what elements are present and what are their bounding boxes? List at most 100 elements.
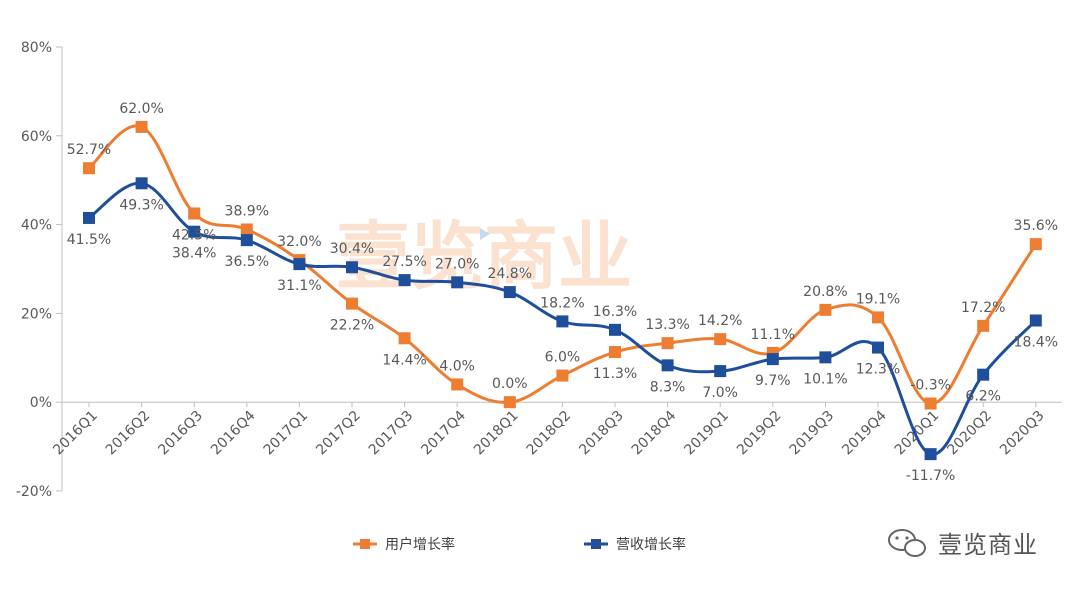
x-tick-label: 2017Q1 <box>261 408 312 459</box>
series-marker-0 <box>83 162 95 175</box>
series-marker-1 <box>924 448 937 461</box>
data-label-series-0: 6.0% <box>545 350 581 366</box>
data-label-series-0: 14.4% <box>382 352 426 368</box>
data-label-series-1: 38.4% <box>172 246 216 262</box>
data-label-series-1: 16.3% <box>593 304 637 320</box>
series-marker-0 <box>503 396 516 409</box>
data-label-series-1: 27.5% <box>382 254 426 270</box>
series-marker-1 <box>83 211 95 224</box>
series-marker-0 <box>188 207 201 220</box>
x-tick-label: 2016Q1 <box>50 408 101 459</box>
series-marker-0 <box>556 369 569 382</box>
series-marker-0 <box>819 303 832 316</box>
series-marker-1 <box>293 258 306 271</box>
series-marker-1 <box>872 341 884 354</box>
y-tick-label: 20% <box>21 306 52 322</box>
series-marker-0 <box>977 319 990 332</box>
data-label-series-0: 13.3% <box>645 317 689 333</box>
x-tick-label: 2020Q3 <box>997 408 1048 459</box>
series-marker-1 <box>609 323 621 336</box>
data-label-series-1: 18.2% <box>540 295 584 311</box>
data-label-series-1: 18.4% <box>1014 335 1058 351</box>
data-label-series-1: 6.2% <box>965 389 1001 405</box>
x-tick-label: 2017Q3 <box>366 408 417 459</box>
x-tick-label: 2016Q2 <box>103 408 154 459</box>
data-label-series-1: 27.0% <box>435 256 479 272</box>
data-label-series-1: 8.3% <box>650 379 686 395</box>
data-label-series-0: 14.2% <box>698 313 742 329</box>
data-label-series-1: 24.8% <box>488 266 532 282</box>
series-marker-1 <box>503 286 516 299</box>
x-tick-label: 2017Q2 <box>313 408 364 459</box>
data-label-series-0: 11.3% <box>593 366 637 382</box>
wechat-eye <box>905 536 909 540</box>
data-label-series-1: 31.1% <box>277 278 321 294</box>
data-label-series-0: 52.7% <box>67 142 111 158</box>
watermark-play-icon <box>480 228 490 240</box>
series-marker-0 <box>714 333 727 346</box>
data-label-series-0: 62.0% <box>119 101 163 117</box>
data-label-series-0: 19.1% <box>856 291 900 307</box>
series-marker-1 <box>661 359 674 372</box>
x-tick-label: 2019Q1 <box>681 408 732 459</box>
data-label-series-0: 42.5% <box>172 228 216 244</box>
x-tick-label: 2019Q3 <box>787 408 838 459</box>
x-tick-label: 2019Q2 <box>734 408 785 459</box>
data-label-series-1: 12.3% <box>856 362 900 378</box>
x-tick-label: 2018Q3 <box>576 408 627 459</box>
data-label-series-0: 22.2% <box>330 318 374 334</box>
legend-label-1: 营收增长率 <box>616 536 686 553</box>
wechat-icon <box>888 529 926 557</box>
wechat-eye <box>895 536 899 540</box>
series-marker-0 <box>609 346 621 359</box>
series-marker-1 <box>766 353 779 366</box>
y-tick-label: 40% <box>21 218 52 234</box>
legend-marker-0 <box>360 539 370 549</box>
x-tick-label: 2018Q4 <box>629 408 680 459</box>
y-tick-label: -20% <box>16 484 52 500</box>
series-marker-1 <box>135 177 148 190</box>
watermark-text: 壹览商业 <box>336 214 632 300</box>
series-marker-1 <box>977 368 990 381</box>
x-tick-label: 2019Q4 <box>839 408 890 459</box>
data-label-series-0: 0.0% <box>492 376 528 392</box>
series-marker-1 <box>188 225 201 238</box>
data-label-series-1: 30.4% <box>330 241 374 257</box>
brand-mark: 壹览商业 <box>888 529 1038 559</box>
legend-marker-1 <box>591 539 601 549</box>
data-label-series-0: 35.6% <box>1014 218 1058 234</box>
brand-name: 壹览商业 <box>938 531 1038 559</box>
series-marker-1 <box>346 261 358 274</box>
x-tick-label: 2016Q3 <box>155 408 206 459</box>
data-label-series-1: 10.1% <box>803 371 847 387</box>
series-marker-0 <box>398 332 411 345</box>
data-labels: 52.7% 62.0% 42.5% 38.9% 32.0% 22.2% 14.4% 4.0% 0… <box>67 101 1058 484</box>
legend: 用户增长率 营收增长率 <box>353 536 686 553</box>
series-marker-1 <box>240 234 253 247</box>
data-label-series-0: -0.3% <box>910 378 951 394</box>
data-label-series-1: 7.0% <box>702 385 738 401</box>
series-marker-1 <box>398 274 411 287</box>
x-tick-label: 2018Q2 <box>524 408 575 459</box>
data-label-series-1: 49.3% <box>119 197 163 213</box>
data-label-series-0: 17.2% <box>961 300 1005 316</box>
data-label-series-1: 41.5% <box>67 232 111 248</box>
series-marker-1 <box>1029 314 1042 327</box>
series-marker-0 <box>661 337 674 350</box>
series-marker-1 <box>451 276 464 289</box>
data-label-series-0: 20.8% <box>803 284 847 300</box>
watermark: 壹览商业 <box>336 214 632 300</box>
data-label-series-1: 9.7% <box>755 373 791 389</box>
x-tick-label: 2018Q1 <box>471 408 522 459</box>
series-marker-0 <box>346 297 358 310</box>
wechat-bubble-small <box>904 539 926 557</box>
data-label-series-0: 11.1% <box>751 327 795 343</box>
series-marker-1 <box>556 315 569 328</box>
series-marker-1 <box>714 365 727 378</box>
data-label-series-1: -11.7% <box>906 468 956 484</box>
series-marker-0 <box>451 378 464 391</box>
series-marker-1 <box>819 351 832 364</box>
data-label-series-0: 4.0% <box>439 358 475 374</box>
series-marker-0 <box>1029 238 1042 251</box>
